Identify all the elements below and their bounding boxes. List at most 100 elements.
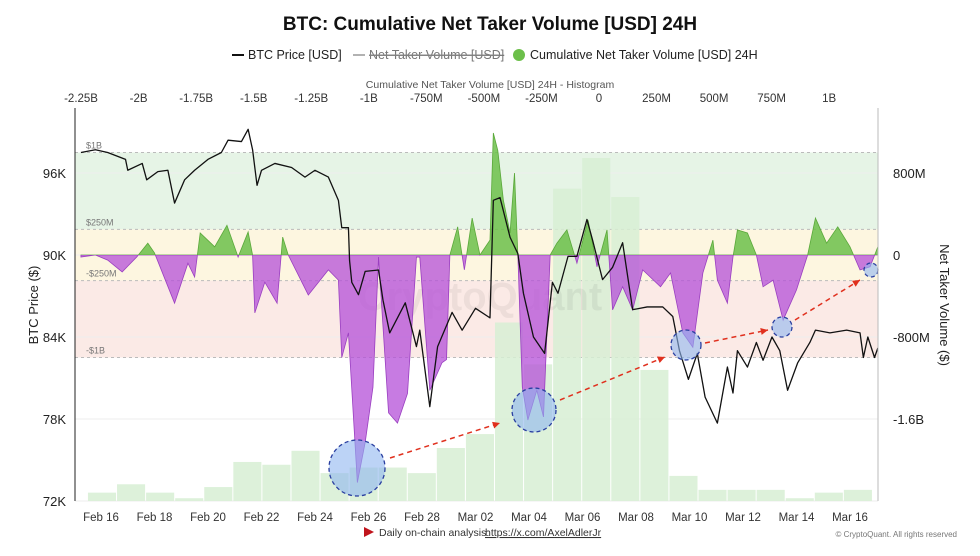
right-axis-ticks: 800M 0 -800M -1.6B (893, 166, 930, 427)
trend-arrow (704, 329, 769, 344)
annotations (328, 262, 879, 497)
histogram-tick-label: -1.5B (240, 93, 268, 105)
histogram-bar (785, 498, 814, 501)
right-tick-label: -1.6B (893, 412, 924, 427)
left-tick-label: 84K (43, 330, 66, 345)
histogram-bar (146, 492, 175, 501)
histogram-bar (407, 473, 436, 501)
right-tick-label: 0 (893, 248, 900, 263)
highlight-circle (771, 316, 793, 338)
legend-label-price: BTC Price [USD] (248, 48, 342, 62)
highlight-circle (670, 329, 702, 361)
highlight-circle (328, 439, 386, 497)
histogram-tick-label: 750M (757, 93, 786, 105)
band-label: $250M (86, 217, 114, 227)
histogram-bar (611, 197, 640, 501)
histogram-bar (582, 158, 611, 501)
date-tick-label: Mar 06 (565, 512, 601, 524)
histogram-bar (117, 484, 146, 501)
negative-area (80, 255, 878, 483)
histogram-tick-label: -1.75B (179, 93, 213, 105)
legend-item-net-taker[interactable]: Net Taker Volume [USD] (353, 48, 504, 62)
band-label: -$1B (86, 346, 105, 356)
date-tick-label: Feb 26 (351, 512, 387, 524)
left-tick-label: 72K (43, 494, 66, 509)
chart-title: BTC: Cumulative Net Taker Volume [USD] 2… (283, 14, 697, 35)
highlight-circle (863, 262, 879, 278)
histogram-bar (233, 461, 262, 501)
histogram-tick-label: -1.25B (294, 93, 328, 105)
left-tick-label: 90K (43, 248, 66, 263)
date-tick-label: Feb 18 (137, 512, 173, 524)
histogram-tick-label: -250M (525, 93, 558, 105)
histogram-tick-label: -1B (360, 93, 378, 105)
positive-area (80, 132, 878, 255)
arrowhead-icon (760, 328, 768, 335)
date-axis-ticks: Feb 16 Feb 18 Feb 20 Feb 22 Feb 24 Feb 26 Feb … (83, 512, 868, 524)
legend-label-cumulative: Cumulative Net Taker Volume [USD] 24H (530, 48, 758, 62)
histogram-bar (87, 492, 117, 501)
btc-price-line (80, 128, 879, 424)
date-tick-label: Feb 22 (244, 512, 280, 524)
footer-link[interactable]: https://x.com/AxelAdlerJr (485, 527, 602, 539)
date-tick-label: Mar 08 (618, 512, 654, 524)
left-axis-label: BTC Price ($) (26, 266, 41, 345)
arrowhead-icon (852, 280, 860, 287)
right-tick-label: 800M (893, 166, 926, 181)
right-tick-label: -800M (893, 330, 930, 345)
cumulative-net-taker-area (80, 132, 878, 483)
histogram-tick-label: -2B (130, 93, 148, 105)
trend-arrow (559, 356, 666, 401)
date-tick-label: Mar 16 (832, 512, 868, 524)
footer-label: Daily on-chain analysis: (379, 527, 489, 539)
histogram-bar (262, 464, 291, 501)
date-tick-label: Mar 10 (672, 512, 708, 524)
date-tick-label: Feb 20 (190, 512, 226, 524)
histogram-bar (698, 489, 727, 501)
histogram-axis-title: Cumulative Net Taker Volume [USD] 24H - … (366, 79, 615, 91)
legend-item-price[interactable]: BTC Price [USD] (232, 48, 342, 62)
band-label: $1B (86, 141, 102, 151)
histogram-bar (640, 369, 669, 501)
date-tick-label: Mar 12 (725, 512, 761, 524)
legend-item-cumulative[interactable]: Cumulative Net Taker Volume [USD] 24H (513, 48, 758, 62)
legend-dot-icon (513, 49, 525, 61)
arrowhead-icon (657, 356, 665, 363)
highlight-circle (511, 387, 557, 433)
band-zone (75, 152, 878, 230)
histogram-bar (814, 492, 843, 501)
histogram-bar (175, 498, 204, 501)
band-label: -$250M (86, 269, 117, 279)
histogram-bar (727, 489, 756, 501)
date-tick-label: Feb 24 (297, 512, 333, 524)
right-axis-label: Net Taker Volume ($) (937, 244, 952, 366)
date-tick-label: Mar 02 (458, 512, 494, 524)
trend-arrow (389, 422, 501, 459)
copyright: © CryptoQuant. All rights reserved (836, 530, 958, 539)
left-tick-label: 96K (43, 166, 66, 181)
histogram-bar (291, 450, 320, 501)
histogram-bar (843, 489, 872, 501)
date-tick-label: Feb 16 (83, 512, 119, 524)
date-tick-label: Mar 04 (511, 512, 547, 524)
histogram-bar (669, 475, 698, 501)
histogram-tick-label: 1B (822, 93, 836, 105)
histogram-bar (756, 489, 785, 501)
flag-icon (364, 527, 374, 537)
left-tick-label: 78K (43, 412, 66, 427)
histogram-tick-label: 0 (596, 93, 602, 105)
date-tick-label: Mar 14 (779, 512, 815, 524)
trend-arrow (794, 279, 861, 321)
footer: Daily on-chain analysis: https://x.com/A… (364, 527, 957, 539)
histogram-axis-ticks: -2.25B -2B -1.75B -1.5B -1.25B -1B -750M -500M -… (64, 93, 836, 105)
histogram-tick-label: 500M (700, 93, 729, 105)
histogram-bar (204, 487, 233, 501)
legend: BTC Price [USD] Net Taker Volume [USD] C… (232, 48, 758, 62)
histogram-tick-label: -750M (410, 93, 443, 105)
band-zone (75, 280, 878, 358)
histogram-bar (436, 448, 465, 501)
date-tick-label: Feb 28 (404, 512, 440, 524)
left-axis-ticks: 96K 90K 84K 78K 72K (43, 166, 66, 509)
arrowhead-icon (492, 421, 500, 429)
